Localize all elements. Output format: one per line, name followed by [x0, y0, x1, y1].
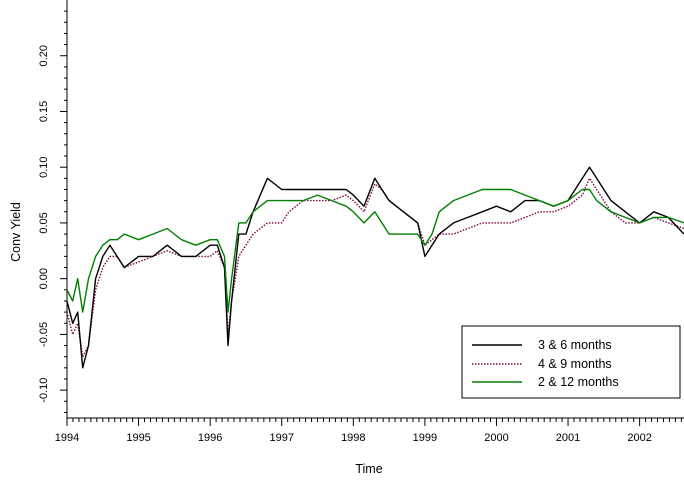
x-tick-label: 2001: [556, 432, 580, 444]
y-axis-title: Conv Yield: [9, 202, 23, 262]
series-line-1: [66, 177, 684, 358]
x-tick-label: 1999: [413, 432, 437, 444]
y-tick-label: 0.15: [38, 101, 50, 122]
y-tick-label: 0.20: [38, 45, 50, 66]
x-tick-label: 1994: [55, 432, 79, 444]
y-tick-label: 0.05: [38, 212, 50, 233]
legend-label-series-0: 3 & 6 months: [538, 338, 612, 352]
series-line-2: [66, 188, 684, 313]
x-tick-label: 2000: [484, 432, 508, 444]
x-tick-label: 1995: [126, 432, 150, 444]
y-tick-label: 0.00: [38, 268, 50, 289]
x-tick-label: 1998: [341, 432, 365, 444]
y-tick-label: -0.05: [38, 322, 50, 347]
legend-label-series-1: 4 & 9 months: [538, 357, 612, 371]
x-tick-label: 1996: [198, 432, 222, 444]
x-tick-label: 1997: [269, 432, 293, 444]
x-tick-label: 2002: [627, 432, 651, 444]
series-line-0: [66, 166, 684, 369]
legend-label-series-2: 2 & 12 months: [538, 375, 619, 389]
x-axis-title: Time: [355, 462, 382, 476]
legend: 3 & 6 months 4 & 9 months 2 & 12 months: [461, 325, 681, 399]
y-tick-label: 0.10: [38, 156, 50, 177]
y-tick-label: -0.10: [38, 378, 50, 403]
